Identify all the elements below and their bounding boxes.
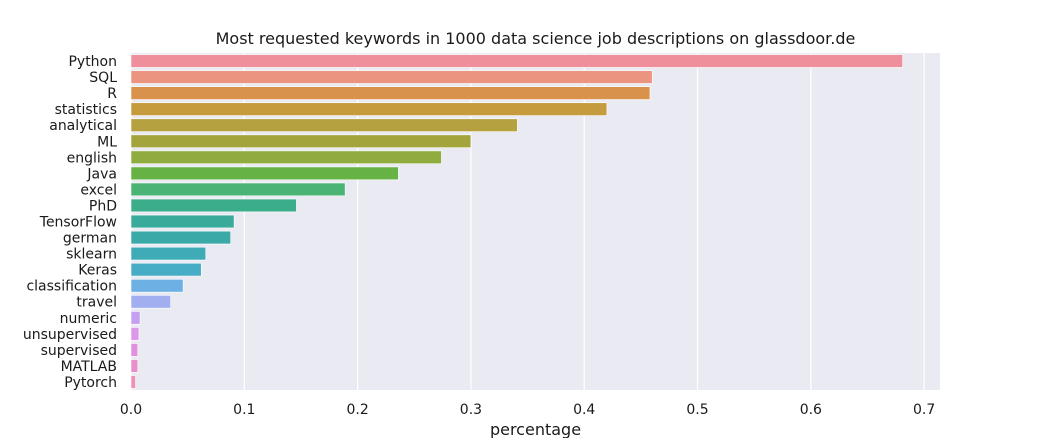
category-label: english	[67, 150, 117, 166]
x-tick-label: 0.0	[120, 402, 142, 418]
bar-keras	[130, 262, 202, 277]
chart-title: Most requested keywords in 1000 data sci…	[216, 29, 856, 48]
bar-tensorflow	[130, 214, 235, 229]
bar-matlab	[130, 359, 139, 373]
x-tick-label: 0.7	[913, 402, 935, 418]
x-tick-labels: 0.0 0.1 0.2 0.3 0.4 0.5 0.6 0.7	[120, 402, 935, 418]
category-label: travel	[76, 295, 117, 311]
bar-pytorch	[130, 375, 136, 389]
bars	[130, 54, 903, 389]
category-labels: PythonSQLRstatisticsanalyticalMLenglishJ…	[23, 54, 117, 391]
category-label: Java	[86, 166, 117, 182]
category-label: classification	[26, 279, 117, 295]
category-label: numeric	[60, 311, 117, 327]
bar-excel	[130, 182, 346, 197]
bar-java	[130, 166, 399, 181]
bar-english	[130, 150, 442, 165]
category-label: R	[107, 86, 117, 102]
x-tick-label: 0.6	[800, 402, 822, 418]
x-axis-label: percentage	[490, 420, 581, 438]
category-label: sklearn	[66, 247, 117, 263]
bar-sklearn	[130, 246, 207, 261]
category-label: german	[63, 231, 117, 247]
category-label: analytical	[49, 118, 117, 134]
category-label: Python	[68, 54, 117, 70]
bar-analytical	[130, 118, 518, 132]
bar-statistics	[130, 102, 608, 116]
category-label: SQL	[89, 70, 117, 86]
category-label: Pytorch	[64, 375, 117, 391]
bar-travel	[130, 295, 171, 309]
category-label: TensorFlow	[39, 215, 117, 231]
category-label: excel	[80, 182, 117, 198]
category-label: supervised	[41, 343, 117, 359]
bar-german	[130, 230, 232, 245]
bar-unsupervised	[130, 327, 140, 341]
x-tick-label: 0.5	[686, 402, 708, 418]
bar-r	[130, 86, 651, 100]
bar-classification	[130, 278, 184, 293]
bar-numeric	[130, 311, 141, 325]
x-tick-label: 0.4	[573, 402, 595, 418]
category-label: PhD	[89, 198, 117, 214]
bar-phd	[130, 198, 297, 213]
bar-python	[130, 54, 903, 68]
bar-supervised	[130, 343, 139, 357]
x-tick-label: 0.2	[346, 402, 368, 418]
category-label: unsupervised	[23, 327, 117, 343]
category-label: statistics	[55, 102, 117, 118]
bar-sql	[130, 70, 653, 84]
bar-ml	[130, 134, 472, 148]
category-label: MATLAB	[61, 359, 117, 375]
x-tick-label: 0.3	[460, 402, 482, 418]
category-label: ML	[97, 134, 117, 150]
x-tick-label: 0.1	[233, 402, 255, 418]
category-label: Keras	[78, 263, 117, 279]
